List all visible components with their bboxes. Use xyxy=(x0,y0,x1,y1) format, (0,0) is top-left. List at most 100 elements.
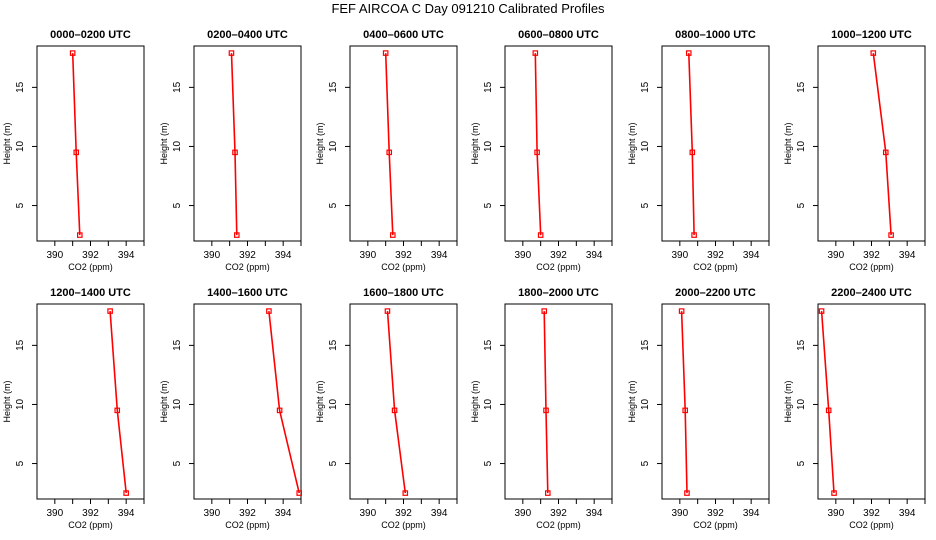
y-tick-label: 5 xyxy=(796,202,807,208)
profile-panel: 1200–1400 UTC 390 392 394 5 10 15 CO2 (ppm) Heig… xyxy=(2,287,145,530)
y-tick-label: 10 xyxy=(796,398,807,410)
y-tick-label: 10 xyxy=(483,140,494,152)
y-tick-label: 15 xyxy=(640,81,651,93)
data-point xyxy=(228,50,235,56)
data-point xyxy=(818,308,825,314)
x-tick-label: 392 xyxy=(82,250,99,261)
x-tick-label: 392 xyxy=(82,508,99,519)
y-tick-label: 10 xyxy=(640,398,651,410)
y-tick-label: 15 xyxy=(172,339,183,351)
panels-grid: 0000–0200 UTC 390 392 394 5 10 15 CO2 (ppm) Heig… xyxy=(2,29,926,530)
y-tick-label: 5 xyxy=(640,460,651,466)
x-axis-label: CO2 (ppm) xyxy=(536,262,581,272)
profile-line xyxy=(386,311,407,494)
panel-title: 1400–1600 UTC xyxy=(207,287,288,299)
panel-title: 1800–2000 UTC xyxy=(518,287,599,299)
x-tick-label: 394 xyxy=(431,508,448,519)
profile-line xyxy=(543,311,549,494)
x-tick-label: 392 xyxy=(863,508,880,519)
x-axis-label: CO2 (ppm) xyxy=(849,520,894,530)
y-tick-label: 5 xyxy=(328,460,339,466)
y-tick-label: 10 xyxy=(640,140,651,152)
panel-title: 0200–0400 UTC xyxy=(207,29,288,41)
y-axis-label: Height (m) xyxy=(315,380,325,422)
profile-line xyxy=(534,53,542,236)
y-tick-label: 10 xyxy=(172,398,183,410)
y-tick-label: 10 xyxy=(328,398,339,410)
x-tick-label: 390 xyxy=(203,250,220,261)
x-tick-label: 392 xyxy=(239,250,256,261)
profile-line xyxy=(688,53,695,236)
y-tick-label: 15 xyxy=(328,339,339,351)
plot-frame xyxy=(661,303,770,500)
x-tick-label: 394 xyxy=(586,508,603,519)
y-axis-label: Height (m) xyxy=(470,122,480,164)
x-tick-label: 390 xyxy=(514,250,531,261)
y-axis-label: Height (m) xyxy=(783,380,793,422)
data-point xyxy=(232,149,238,156)
data-point xyxy=(266,308,272,314)
x-tick-label: 394 xyxy=(899,250,916,261)
data-point xyxy=(234,232,240,238)
x-axis-label: CO2 (ppm) xyxy=(693,520,738,530)
y-axis-label: Height (m) xyxy=(783,122,793,164)
profile-panel: 2000–2200 UTC 390 392 394 5 10 15 CO2 (ppm) Heig… xyxy=(627,287,770,530)
data-point xyxy=(682,407,688,414)
panel-title: 1200–1400 UTC xyxy=(50,287,131,299)
x-tick-label: 390 xyxy=(359,250,376,261)
data-point xyxy=(888,232,894,238)
x-tick-label: 390 xyxy=(359,508,376,519)
y-axis-label: Height (m) xyxy=(627,122,637,164)
y-tick-label: 5 xyxy=(172,202,183,208)
y-tick-label: 5 xyxy=(796,460,807,466)
x-tick-label: 390 xyxy=(827,250,844,261)
panel-title: 0000–0200 UTC xyxy=(50,29,131,41)
data-point xyxy=(386,149,393,156)
x-tick-label: 394 xyxy=(743,508,760,519)
y-tick-label: 15 xyxy=(796,81,807,93)
data-point xyxy=(296,490,303,496)
y-axis-label: Height (m) xyxy=(159,122,169,164)
panel-title: 0800–1000 UTC xyxy=(675,29,756,41)
x-tick-label: 390 xyxy=(827,508,844,519)
x-axis-label: CO2 (ppm) xyxy=(536,520,581,530)
y-tick-label: 15 xyxy=(483,339,494,351)
x-tick-label: 392 xyxy=(550,508,567,519)
profile-line xyxy=(109,311,127,494)
panel-title: 0400–0600 UTC xyxy=(363,29,444,41)
x-tick-label: 390 xyxy=(203,508,220,519)
x-axis-label: CO2 (ppm) xyxy=(381,262,426,272)
x-tick-label: 390 xyxy=(46,508,63,519)
data-point xyxy=(691,232,697,238)
profile-panel: 1800–2000 UTC 390 392 394 5 10 15 CO2 (ppm) Heig… xyxy=(470,287,613,530)
x-tick-label: 392 xyxy=(395,250,412,261)
x-tick-label: 394 xyxy=(586,250,603,261)
plot-frame xyxy=(817,303,926,500)
data-point xyxy=(114,407,121,414)
y-tick-label: 5 xyxy=(172,460,183,466)
y-axis-label: Height (m) xyxy=(315,122,325,164)
data-point xyxy=(541,308,548,314)
x-axis-label: CO2 (ppm) xyxy=(693,262,738,272)
data-point xyxy=(532,50,539,56)
figure-title: FEF AIRCOA C Day 091210 Calibrated Profi… xyxy=(331,1,605,16)
profile-panel: 0800–1000 UTC 390 392 394 5 10 15 CO2 (ppm) Heig… xyxy=(627,29,770,272)
y-tick-label: 5 xyxy=(483,202,494,208)
y-tick-label: 15 xyxy=(328,81,339,93)
data-point xyxy=(73,149,80,156)
x-axis-label: CO2 (ppm) xyxy=(225,262,270,272)
panel-title: 2200–2400 UTC xyxy=(831,287,912,299)
data-point xyxy=(882,149,889,156)
data-point xyxy=(534,149,540,156)
y-tick-label: 15 xyxy=(15,339,26,351)
profile-panel: 1400–1600 UTC 390 392 394 5 10 15 CO2 (ppm) Heig… xyxy=(159,287,303,530)
data-point xyxy=(107,308,113,314)
profile-panel: 1600–1800 UTC 390 392 394 5 10 15 CO2 (ppm) Heig… xyxy=(315,287,458,530)
profile-panel: 0200–0400 UTC 390 392 394 5 10 15 CO2 (ppm) Heig… xyxy=(159,29,302,272)
y-tick-label: 15 xyxy=(640,339,651,351)
y-axis-label: Height (m) xyxy=(159,380,169,422)
profile-panel: 0000–0200 UTC 390 392 394 5 10 15 CO2 (ppm) Heig… xyxy=(2,29,145,272)
x-tick-label: 394 xyxy=(743,250,760,261)
profile-panel: 2200–2400 UTC 390 392 394 5 10 15 CO2 (ppm) Heig… xyxy=(783,287,926,530)
